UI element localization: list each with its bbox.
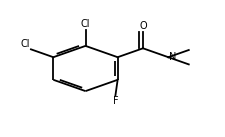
Text: N: N (169, 52, 177, 62)
Text: Cl: Cl (20, 39, 30, 49)
Text: Cl: Cl (81, 19, 90, 29)
Text: F: F (112, 96, 118, 106)
Text: O: O (139, 21, 147, 31)
